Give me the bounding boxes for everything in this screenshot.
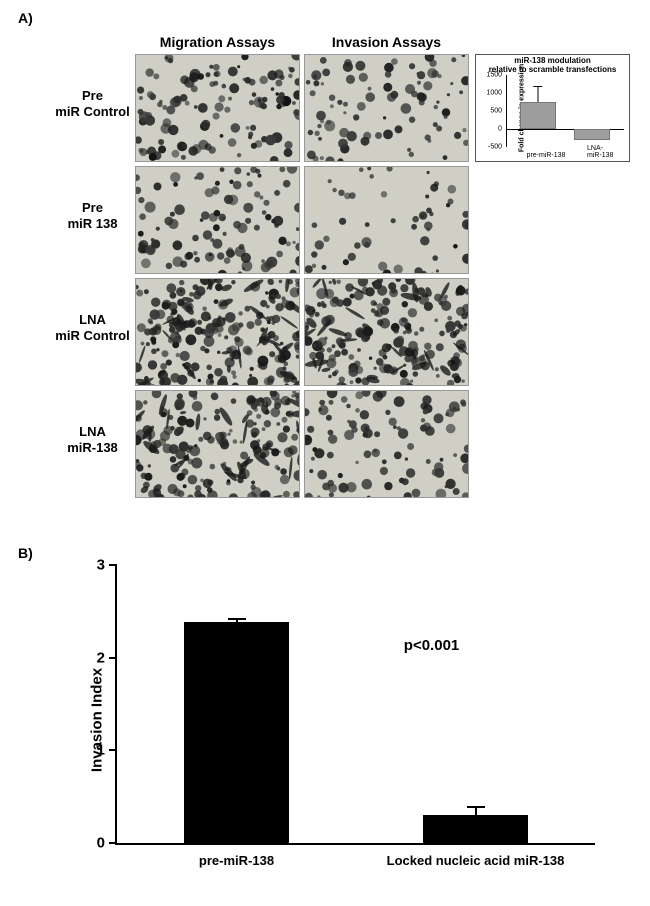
col-header-invasion: Invasion Assays [304, 34, 469, 50]
inset-ytick: 0 [498, 126, 502, 133]
row-label-1: Pre miR 138 [55, 200, 130, 231]
panel-b-plot-area: p<0.001 0123pre-miR-138Locked nucleic ac… [115, 565, 595, 845]
inset-plot-area: -500050010001500 [506, 75, 624, 147]
inset-errorbar-cap [533, 86, 542, 87]
micrograph-grid [135, 54, 469, 498]
micrograph-r1c1 [304, 166, 469, 274]
row-label-2-line1: miR Control [55, 328, 129, 343]
inset-errorbar [537, 86, 538, 102]
inset-title-line1: relative to scramble transfections [489, 65, 617, 74]
micrograph-r0c1 [304, 54, 469, 162]
row-label-1-line1: miR 138 [68, 216, 118, 231]
micrograph-r2c1 [304, 278, 469, 386]
col-header-migration: Migration Assays [135, 34, 300, 50]
b-errorbar-cap [228, 618, 246, 620]
inset-title-line0: miR-138 modulation [514, 56, 590, 65]
inset-ytick: -500 [488, 144, 502, 151]
inset-bar [574, 129, 609, 140]
inset-yticks: -500050010001500 [478, 75, 504, 147]
row-label-0: Pre miR Control [55, 88, 130, 119]
row-label-2: LNA miR Control [55, 312, 130, 343]
panel-b-container: Invasion Index p<0.001 0123pre-miR-138Lo… [55, 555, 615, 885]
inset-ytick: 500 [490, 108, 502, 115]
panel-b-label: B) [18, 545, 33, 561]
micrograph-r3c0 [135, 390, 300, 498]
b-ytick-label: 1 [97, 742, 117, 759]
row-label-3-line0: LNA [79, 424, 106, 439]
b-bar [184, 622, 289, 843]
inset-bar [520, 102, 555, 129]
row-label-3: LNA miR-138 [55, 424, 130, 455]
inset-yaxis-line [506, 75, 507, 147]
row-label-3-line1: miR-138 [67, 440, 118, 455]
micrograph-r2c0 [135, 278, 300, 386]
b-xtick-label: pre-miR-138 [199, 843, 274, 868]
row-label-2-line0: LNA [79, 312, 106, 327]
b-errorbar-cap [467, 806, 485, 808]
micrograph-r3c1 [304, 390, 469, 498]
micrograph-r1c0 [135, 166, 300, 274]
inset-chart: miR-138 modulation relative to scramble … [475, 54, 630, 162]
panel-a-label: A) [18, 10, 33, 26]
panel-b-pvalue: p<0.001 [404, 637, 459, 654]
micrograph-r0c0 [135, 54, 300, 162]
inset-xtick-1: LNA-miR-138 [587, 145, 615, 159]
b-ytick-label: 2 [97, 649, 117, 666]
row-label-1-line0: Pre [82, 200, 103, 215]
inset-ytick: 1000 [486, 90, 502, 97]
b-ytick-label: 3 [97, 557, 117, 574]
b-ytick-label: 0 [97, 835, 117, 852]
b-xtick-label: Locked nucleic acid miR-138 [387, 843, 565, 868]
inset-xtick-0: pre-miR-138 [527, 152, 566, 159]
b-bar [423, 815, 528, 843]
row-label-0-line0: Pre [82, 88, 103, 103]
inset-ytick: 1500 [486, 72, 502, 79]
row-label-0-line1: miR Control [55, 104, 129, 119]
